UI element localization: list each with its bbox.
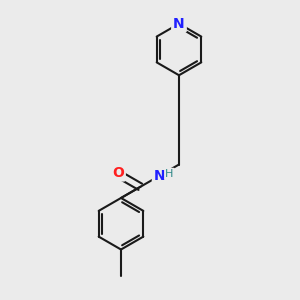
Text: H: H [165,169,174,179]
Text: N: N [154,169,166,183]
Text: O: O [112,166,124,179]
Text: N: N [173,17,185,31]
